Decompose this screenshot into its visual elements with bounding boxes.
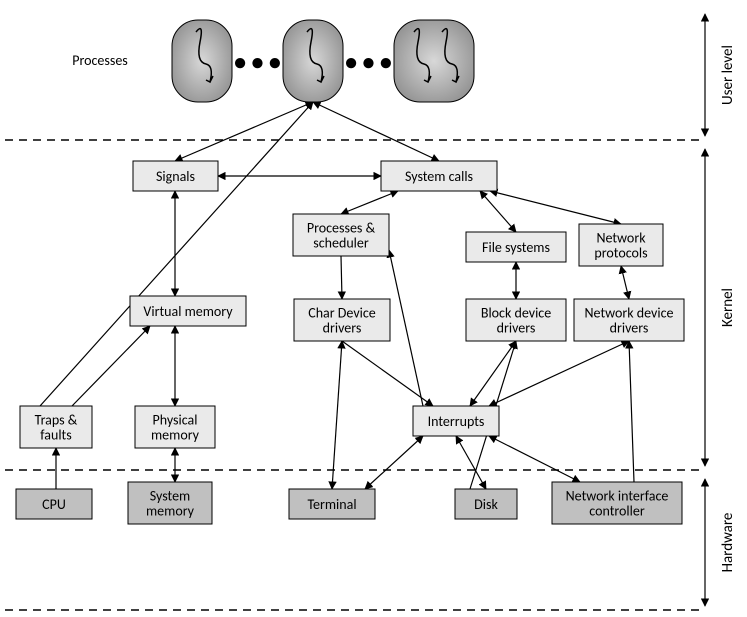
ellipsis: • • • [234,48,281,77]
arrow [341,256,342,299]
arrow [629,341,634,482]
side-label-hardware: Hardware [719,513,737,573]
arrow [341,191,398,214]
box-label-nic: controller [589,503,645,520]
arrow [313,102,439,161]
arrow [389,250,423,406]
box-label-signals: Signals [156,168,195,185]
arrow [72,326,150,406]
box-label-sysmem: memory [146,503,195,520]
arrows [40,102,634,489]
box-label-blockdev: drivers [497,320,536,337]
box-label-interrupts: Interrupts [428,413,485,430]
box-label-cpu: CPU [42,496,66,513]
arrow [175,102,313,161]
process-blobs: • • • • • • Processes [72,20,474,102]
arrow [489,341,629,406]
box-label-syscalls: System calls [405,168,473,185]
arrow [332,341,342,489]
box-label-procsched: scheduler [313,235,369,252]
processes-label: Processes [72,52,128,69]
box-label-chardev: drivers [323,320,362,337]
arrow [40,102,313,406]
arrow [489,436,580,482]
arrow [480,191,516,232]
process-p3 [394,20,474,102]
arrow [456,436,486,489]
arrow [342,341,433,406]
arrow [621,266,629,299]
box-label-disk: Disk [474,496,498,513]
box-label-netproto: protocols [594,245,647,262]
box-label-physmem: memory [151,427,200,444]
arrow [365,436,423,489]
side-label-kernel: Kernel [719,288,737,327]
side-label-user: User level [719,45,737,105]
box-label-vmem: Virtual memory [143,303,233,320]
box-label-traps: faults [40,427,71,444]
box-label-netdev: drivers [610,320,649,337]
side-labels: User level Kernel Hardware [705,14,737,606]
ellipsis: • • • [345,48,392,77]
box-label-terminal: Terminal [307,496,356,513]
box-label-filesys: File systems [482,239,550,256]
arrow [490,191,621,224]
section-dividers [5,140,700,610]
